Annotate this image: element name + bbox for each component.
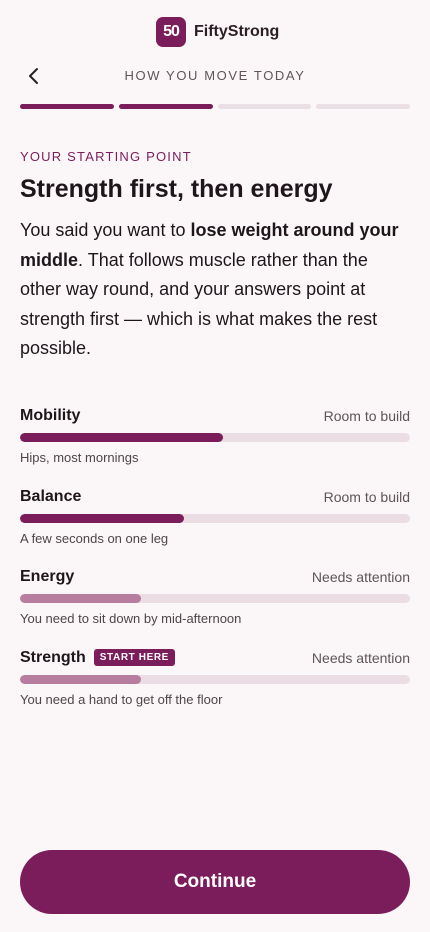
progress-segment	[20, 104, 114, 109]
level-fill	[20, 433, 223, 442]
row-status: Room to build	[323, 488, 410, 505]
row-status: Needs attention	[311, 569, 410, 585]
progress-segment	[316, 104, 410, 109]
continue-button[interactable]: Continue	[20, 850, 410, 914]
back-button[interactable]	[24, 66, 44, 86]
heading: Strength first, then energy	[20, 175, 333, 203]
label-text: Strength	[20, 648, 86, 666]
text: . That follows muscle rather than the ot…	[20, 249, 378, 359]
label-text: Mobility	[20, 407, 81, 424]
assessment-row: Balance Room to build A few seconds on one…	[20, 488, 410, 558]
label-text: Energy	[20, 568, 75, 585]
badge: START HERE	[93, 648, 175, 666]
label-text: Balance	[20, 487, 82, 505]
row-label: Balance	[20, 488, 81, 506]
eyebrow: YOUR STARTING POINT	[20, 149, 192, 164]
nav-title: HOW YOU MOVE TODAY	[124, 68, 306, 83]
level-track	[20, 674, 410, 684]
row-label: Mobility	[20, 407, 80, 425]
assessment-row: Mobility Room to build Hips, most mornings	[20, 407, 410, 477]
level-track	[20, 513, 410, 523]
progress-bar	[20, 104, 410, 109]
level-track	[20, 433, 410, 442]
progress-segment	[118, 104, 213, 109]
intro-paragraph: You said you want to lose weight around …	[20, 216, 410, 364]
row-status: Needs attention	[311, 649, 410, 666]
row-caption: A few seconds on one leg	[20, 530, 169, 546]
logo: 50	[156, 17, 186, 47]
brand-name: FiftyStrong	[194, 23, 280, 40]
level-fill	[20, 594, 141, 603]
assessment-row: Energy Needs attention You need to sit dow…	[20, 568, 410, 638]
row-caption: Hips, most mornings	[20, 450, 139, 465]
level-fill	[20, 674, 141, 684]
level-fill	[20, 513, 184, 523]
progress-segment	[217, 104, 312, 109]
assessment-row: Strength START HERE Needs attention You nee…	[20, 648, 410, 719]
row-status: Room to build	[323, 408, 410, 424]
row-caption: You need to sit down by mid-afternoon	[20, 611, 242, 626]
level-track	[20, 594, 410, 603]
row-label: Energy	[20, 568, 74, 586]
text: You said you want to	[20, 220, 191, 240]
row-caption: You need a hand to get off the floor	[20, 691, 223, 707]
emphasis: lose weight around your middle	[20, 220, 399, 270]
row-label: Strength START HERE	[20, 648, 175, 667]
